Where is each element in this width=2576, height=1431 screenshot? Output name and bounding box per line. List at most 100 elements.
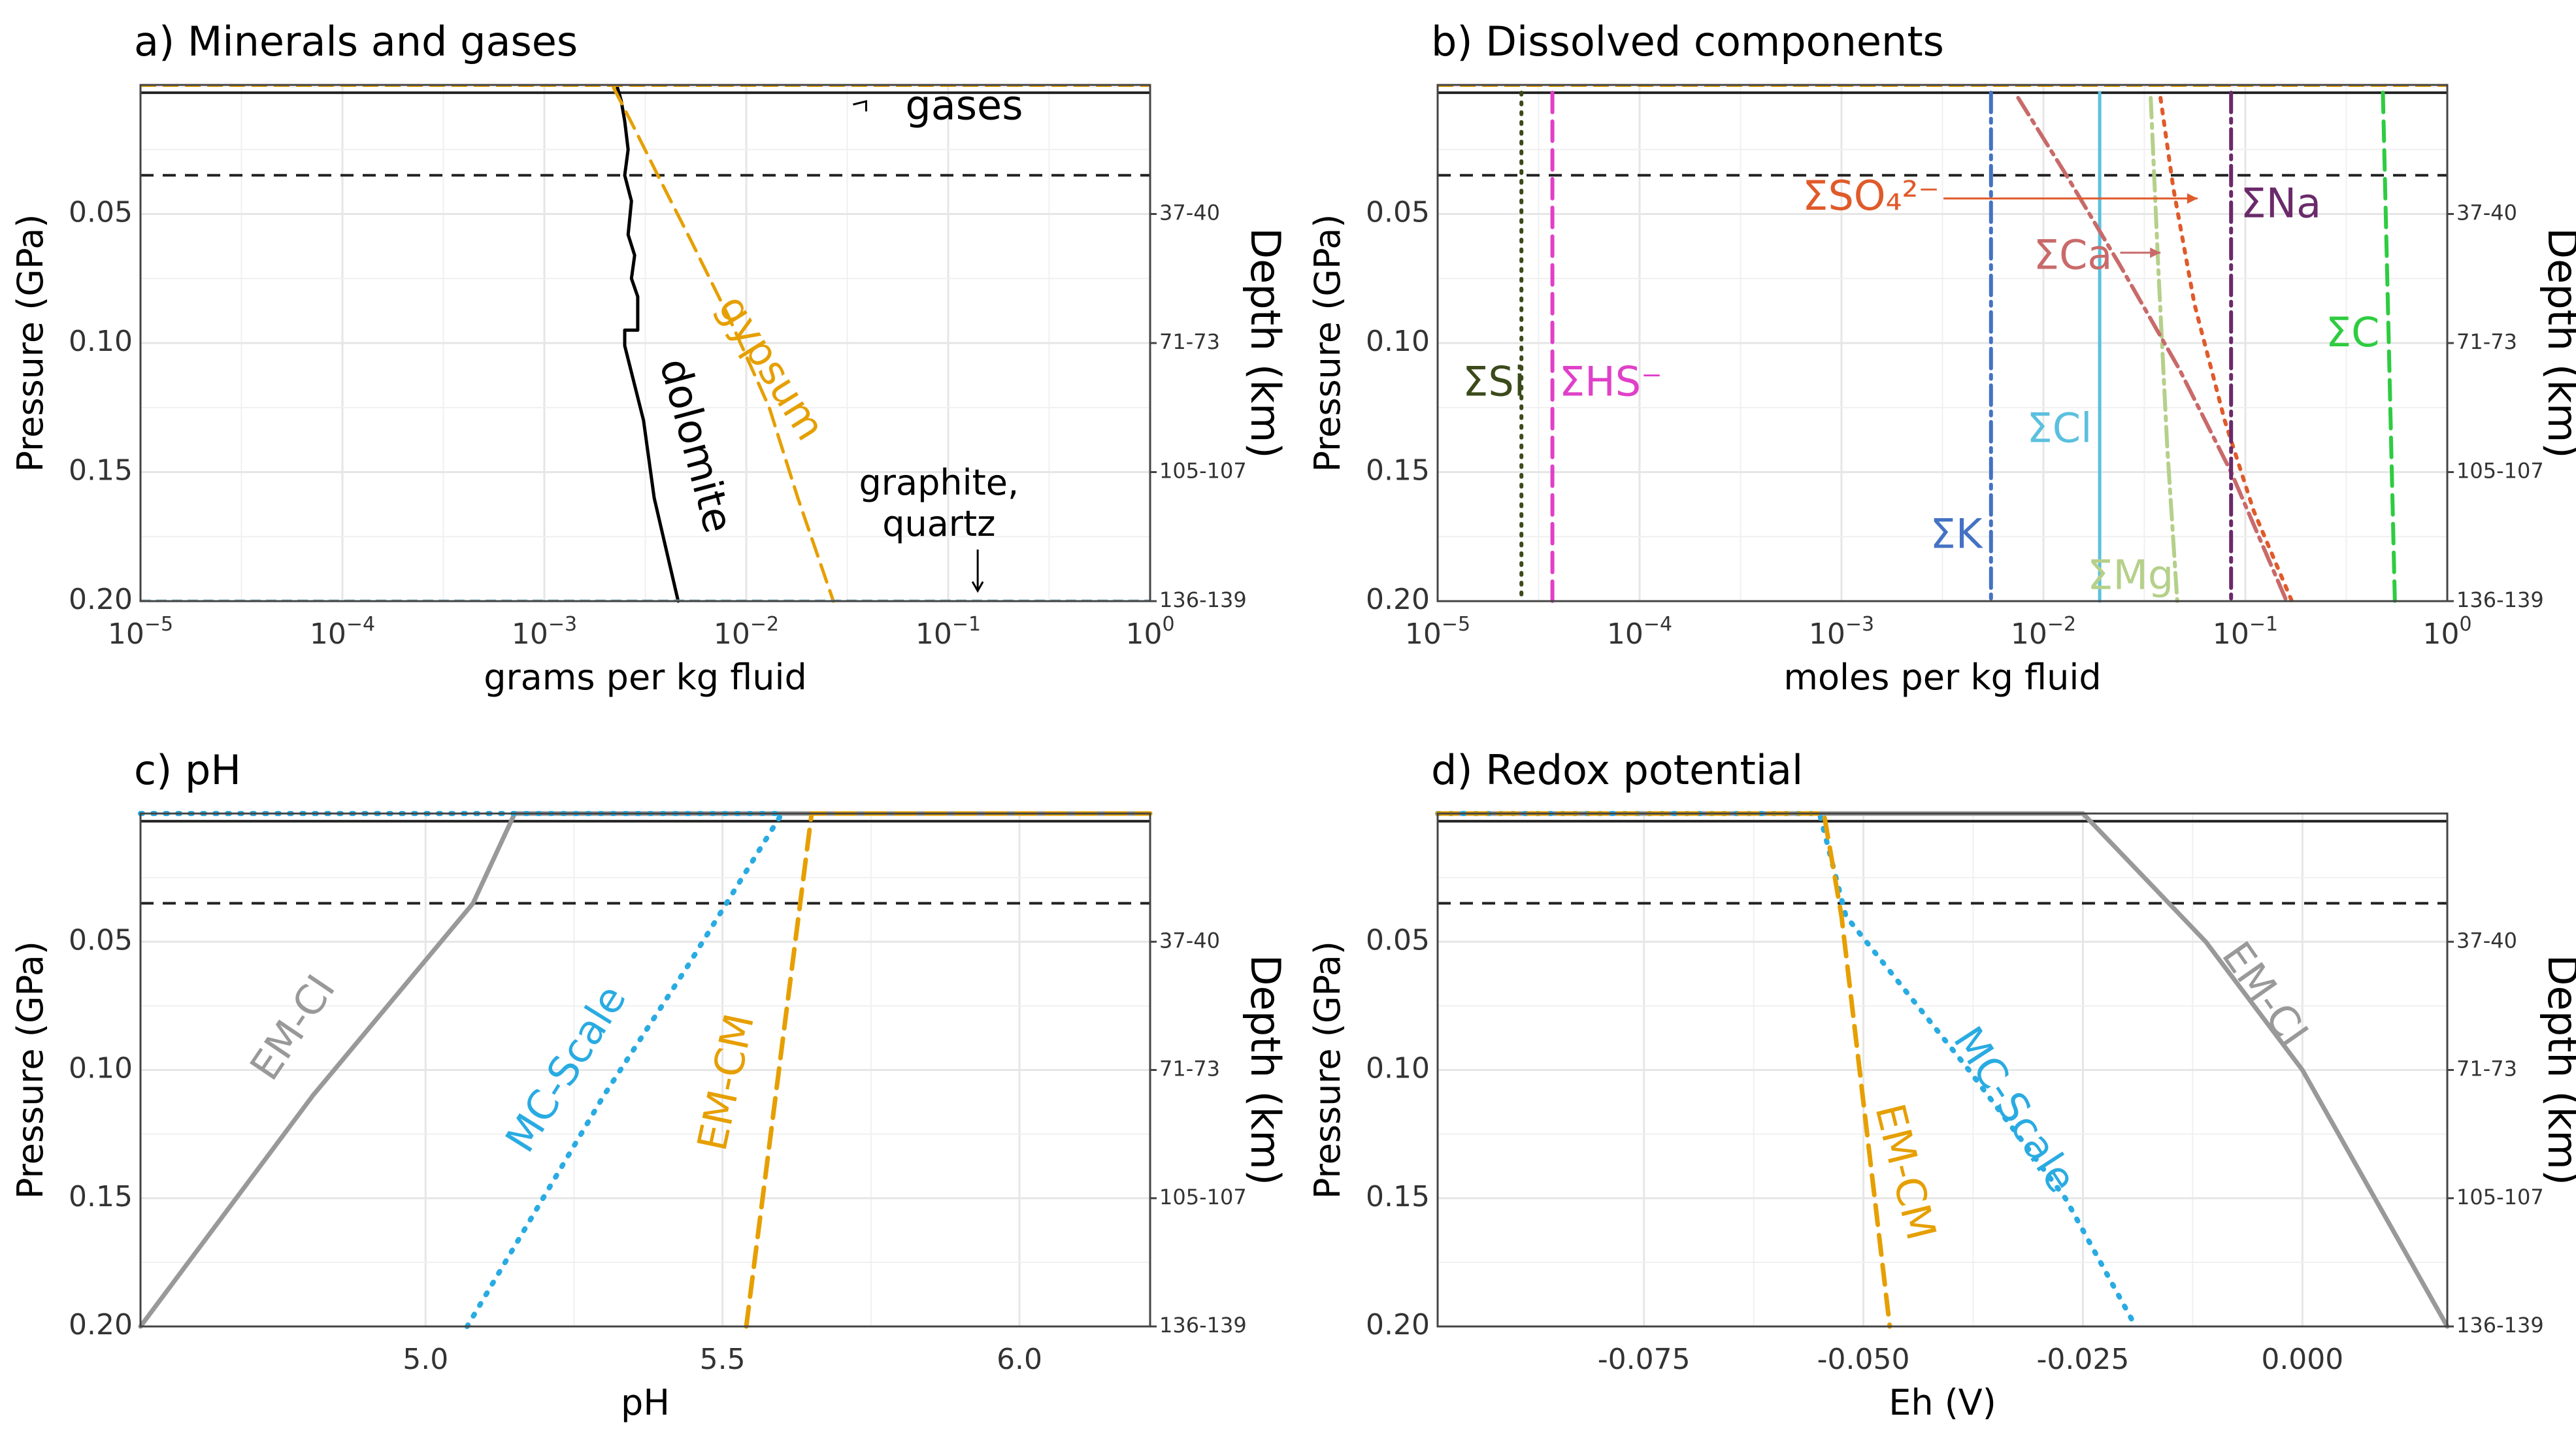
x-tick-exponent: 0 [2459, 613, 2471, 636]
x-tick-exponent: −5 [1442, 613, 1470, 636]
depth-tick-label: 37-40 [2456, 201, 2517, 225]
y-tick-label: 0.15 [69, 1180, 133, 1213]
so4-arrowhead [2187, 193, 2198, 204]
series-mg [2149, 95, 2179, 603]
x-tick-label: 10−2 [2011, 613, 2076, 651]
cl-label: ΣCl [2027, 404, 2092, 452]
gridlines [139, 85, 1151, 602]
gases-arrow [853, 100, 867, 112]
series-mc-scale [138, 811, 785, 1329]
y-tick-label: 0.05 [69, 923, 133, 957]
y-tick-label: 0.20 [1366, 583, 1430, 616]
panel-title: b) Dissolved components [1431, 18, 1944, 65]
gridlines [1438, 814, 2447, 1328]
hs-label: ΣHS⁻ [1559, 357, 1662, 405]
x-tick-label: 10−3 [512, 613, 577, 651]
depth-tick-label: 71-73 [1159, 1057, 1220, 1081]
depth-tick-label: 105-107 [2456, 1185, 2544, 1209]
depth-tick-label: 105-107 [1159, 1185, 1247, 1209]
panel-c: EM-CI MC-Scale EM-CMc) pH5.0 5.5 6.00.050.10… [10, 746, 1289, 1423]
y-tick-label: 0.15 [1366, 454, 1430, 487]
graphite-arrowhead [971, 581, 984, 593]
na-label: ΣNa [2241, 180, 2322, 227]
y-tick-label: 0.05 [1366, 196, 1430, 229]
y-tick-label: 0.15 [1366, 1180, 1430, 1213]
depth-axis-label: Depth (km) [2539, 955, 2576, 1185]
x-tick-base: 10 [2011, 617, 2047, 651]
x-tick-base: 10 [2422, 617, 2459, 651]
si-label: ΣSi [1462, 357, 1525, 405]
gypsum-label: gypsum [708, 286, 834, 448]
gases-label: gases [905, 82, 1023, 129]
y-axis-label: Pressure (GPa) [1307, 941, 1348, 1199]
gridlines [1436, 85, 2449, 602]
mcscale-label-d: MC-Scale [1944, 1018, 2086, 1201]
x-tick-base: 10 [1405, 617, 1442, 651]
depth-tick-label: 136-139 [1159, 587, 1247, 612]
depth-tick-label: 136-139 [1159, 1313, 1247, 1338]
depth-tick-label: 71-73 [2456, 1057, 2517, 1081]
x-tick-base: 10 [916, 617, 952, 651]
depth-tick-label: 105-107 [1159, 459, 1247, 484]
y-tick-label: 0.15 [69, 454, 133, 487]
y-axis-label: Pressure (GPa) [10, 214, 51, 472]
depth-tick-label: 71-73 [1159, 329, 1220, 354]
mcscale-label-c: MC-Scale [496, 977, 635, 1160]
ca-arrowhead [2150, 247, 2161, 258]
x-tick-exponent: −2 [750, 613, 779, 636]
x-tick-label: 10−4 [310, 613, 375, 651]
x-tick-label: 10−5 [1405, 613, 1470, 651]
depth-tick-label: 37-40 [1159, 928, 1220, 953]
x-tick-exponent: 0 [1162, 613, 1174, 636]
so4-label: ΣSO₄²⁻ [1802, 172, 1940, 220]
x-tick-label: 100 [2422, 613, 2471, 651]
x-tick-exponent: −1 [952, 613, 981, 636]
depth-tick-label: 71-73 [2456, 329, 2517, 354]
x-tick-label: 10−3 [1809, 613, 1874, 651]
emcm-label-c: EM-CM [688, 1010, 763, 1155]
y-axis-label: Pressure (GPa) [10, 941, 51, 1199]
ca-label: ΣCa [2034, 231, 2112, 279]
x-axis-label: grams per kg fluid [484, 657, 807, 698]
depth-axis-label: Depth (km) [2539, 227, 2576, 458]
x-tick-label: 100 [1125, 613, 1174, 651]
x-tick-base: 10 [108, 617, 144, 651]
k-label: ΣK [1930, 510, 1983, 557]
panel-title: a) Minerals and gases [134, 18, 578, 65]
x-tick-label: 10−4 [1607, 613, 1672, 651]
x-axis-label: Eh (V) [1889, 1382, 1996, 1423]
depth-tick-label: 136-139 [2456, 587, 2544, 612]
panel-b: ΣSi ΣHS⁻ ΣSO₄²⁻ ΣNa ΣCa ΣC ΣCl ΣK ΣMg b) Dissolve… [1307, 18, 2576, 698]
x-tick-label: 5.5 [700, 1343, 746, 1376]
series-gypsum [612, 86, 835, 603]
x-tick-label: 10−5 [108, 613, 173, 651]
x-tick-base: 10 [1607, 617, 1643, 651]
y-tick-label: 0.10 [69, 1052, 133, 1085]
depth-tick-label: 37-40 [1159, 201, 1220, 225]
x-tick-base: 10 [1809, 617, 1845, 651]
depth-tick-label: 136-139 [2456, 1313, 2544, 1338]
x-tick-exponent: −2 [2047, 613, 2076, 636]
y-tick-label: 0.05 [1366, 923, 1430, 957]
x-tick-base: 10 [2213, 617, 2249, 651]
depth-tick-label: 37-40 [2456, 928, 2517, 953]
y-tick-label: 0.10 [1366, 325, 1430, 358]
x-tick-exponent: −3 [1845, 613, 1874, 636]
x-tick-exponent: −4 [1643, 613, 1672, 636]
series-c [2381, 90, 2397, 603]
x-tick-label: -0.075 [1598, 1343, 1691, 1376]
c-label: ΣC [2326, 308, 2379, 356]
graphite-label: graphite, [859, 462, 1019, 503]
panel-title: d) Redox potential [1431, 746, 1803, 794]
x-tick-exponent: −1 [2249, 613, 2278, 636]
y-tick-label: 0.20 [1366, 1308, 1430, 1341]
y-axis-label: Pressure (GPa) [1307, 214, 1348, 472]
depth-axis-label: Depth (km) [1242, 955, 1289, 1185]
mg-label: ΣMg [2087, 551, 2173, 599]
x-tick-label: -0.025 [2037, 1343, 2130, 1376]
x-tick-base: 10 [714, 617, 750, 651]
x-tick-base: 10 [512, 617, 548, 651]
x-tick-exponent: −4 [346, 613, 375, 636]
